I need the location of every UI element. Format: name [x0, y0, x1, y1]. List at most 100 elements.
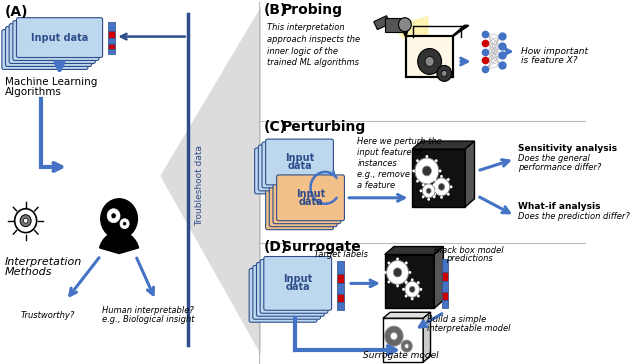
Circle shape [402, 288, 405, 291]
Circle shape [417, 281, 420, 284]
Polygon shape [412, 149, 465, 207]
Text: Trustworthy?: Trustworthy? [20, 311, 75, 320]
Polygon shape [160, 7, 261, 355]
Text: Surrogate: Surrogate [282, 240, 361, 254]
FancyBboxPatch shape [276, 175, 344, 221]
Text: data: data [285, 282, 310, 292]
Circle shape [450, 185, 452, 188]
Text: data: data [298, 197, 323, 207]
Circle shape [433, 178, 450, 196]
Circle shape [422, 183, 424, 186]
Polygon shape [383, 312, 431, 318]
Circle shape [23, 218, 28, 223]
Circle shape [404, 281, 408, 284]
Polygon shape [374, 16, 390, 29]
Text: Build a simple: Build a simple [427, 315, 486, 324]
FancyBboxPatch shape [249, 269, 317, 322]
Bar [337, 284, 344, 294]
Text: is feature X?: is feature X? [521, 56, 578, 66]
Circle shape [390, 332, 397, 340]
Circle shape [440, 175, 443, 178]
Circle shape [396, 284, 399, 287]
Text: Probing: Probing [282, 3, 343, 17]
Bar [442, 292, 448, 300]
Circle shape [433, 193, 436, 196]
Polygon shape [465, 141, 474, 207]
Bar [442, 300, 448, 308]
Circle shape [447, 178, 450, 181]
Circle shape [428, 181, 430, 184]
Text: (A): (A) [4, 5, 28, 19]
Bar [108, 44, 115, 49]
Circle shape [399, 18, 412, 32]
Circle shape [440, 196, 443, 199]
Text: e.g., Biological insight: e.g., Biological insight [102, 315, 195, 324]
Circle shape [404, 344, 409, 348]
Circle shape [447, 193, 450, 196]
FancyBboxPatch shape [259, 145, 326, 191]
Text: inner logic of the: inner logic of the [268, 47, 339, 55]
Text: Interpretation: Interpretation [4, 257, 82, 268]
Text: Human interpretable?: Human interpretable? [102, 306, 195, 315]
Bar [108, 22, 115, 31]
Text: interpretable model: interpretable model [427, 324, 510, 333]
Circle shape [394, 268, 402, 277]
Text: Algorithms: Algorithms [4, 87, 61, 97]
Polygon shape [434, 246, 444, 308]
Polygon shape [385, 254, 434, 308]
Circle shape [425, 56, 434, 67]
Bar [442, 272, 448, 281]
Text: This interpretation: This interpretation [268, 23, 345, 32]
Text: Troubleshoot data: Troubleshoot data [195, 145, 204, 226]
Text: performance differ?: performance differ? [518, 163, 601, 172]
Bar [442, 258, 448, 272]
Circle shape [435, 159, 438, 162]
Bar [108, 31, 115, 37]
FancyBboxPatch shape [253, 265, 321, 319]
Circle shape [120, 219, 129, 229]
FancyBboxPatch shape [273, 178, 340, 224]
Bar [108, 49, 115, 54]
Circle shape [405, 280, 408, 284]
Circle shape [420, 288, 422, 291]
Bar [442, 281, 448, 292]
Circle shape [433, 178, 436, 181]
Circle shape [410, 286, 415, 292]
Bar [337, 274, 344, 284]
Circle shape [433, 183, 436, 186]
Polygon shape [423, 312, 431, 362]
Polygon shape [389, 16, 429, 58]
Circle shape [417, 294, 420, 297]
Text: Does the prediction differ?: Does the prediction differ? [518, 212, 629, 221]
FancyBboxPatch shape [2, 29, 88, 70]
Circle shape [405, 261, 408, 264]
Text: What-if analysis: What-if analysis [518, 202, 600, 211]
Bar [385, 18, 405, 32]
Bar [115, 237, 124, 253]
Circle shape [442, 70, 447, 76]
Polygon shape [385, 246, 444, 254]
FancyBboxPatch shape [6, 27, 92, 67]
Text: Does the general: Does the general [518, 154, 589, 163]
Circle shape [416, 180, 419, 183]
Polygon shape [412, 141, 474, 149]
Circle shape [111, 213, 116, 218]
Text: approach inspects the: approach inspects the [268, 35, 360, 44]
Circle shape [416, 159, 419, 162]
Text: Input: Input [285, 153, 314, 163]
FancyBboxPatch shape [266, 139, 333, 185]
Circle shape [422, 195, 424, 198]
Circle shape [401, 340, 412, 352]
Circle shape [15, 209, 36, 233]
Text: Machine Learning: Machine Learning [4, 78, 97, 87]
Text: instances: instances [357, 159, 397, 168]
Circle shape [411, 297, 413, 300]
Circle shape [405, 281, 420, 297]
Circle shape [431, 185, 433, 188]
Circle shape [387, 261, 390, 264]
Circle shape [107, 209, 120, 223]
Circle shape [387, 261, 408, 284]
Circle shape [412, 170, 415, 173]
Text: Surrogate model: Surrogate model [364, 351, 439, 360]
Circle shape [123, 222, 127, 226]
